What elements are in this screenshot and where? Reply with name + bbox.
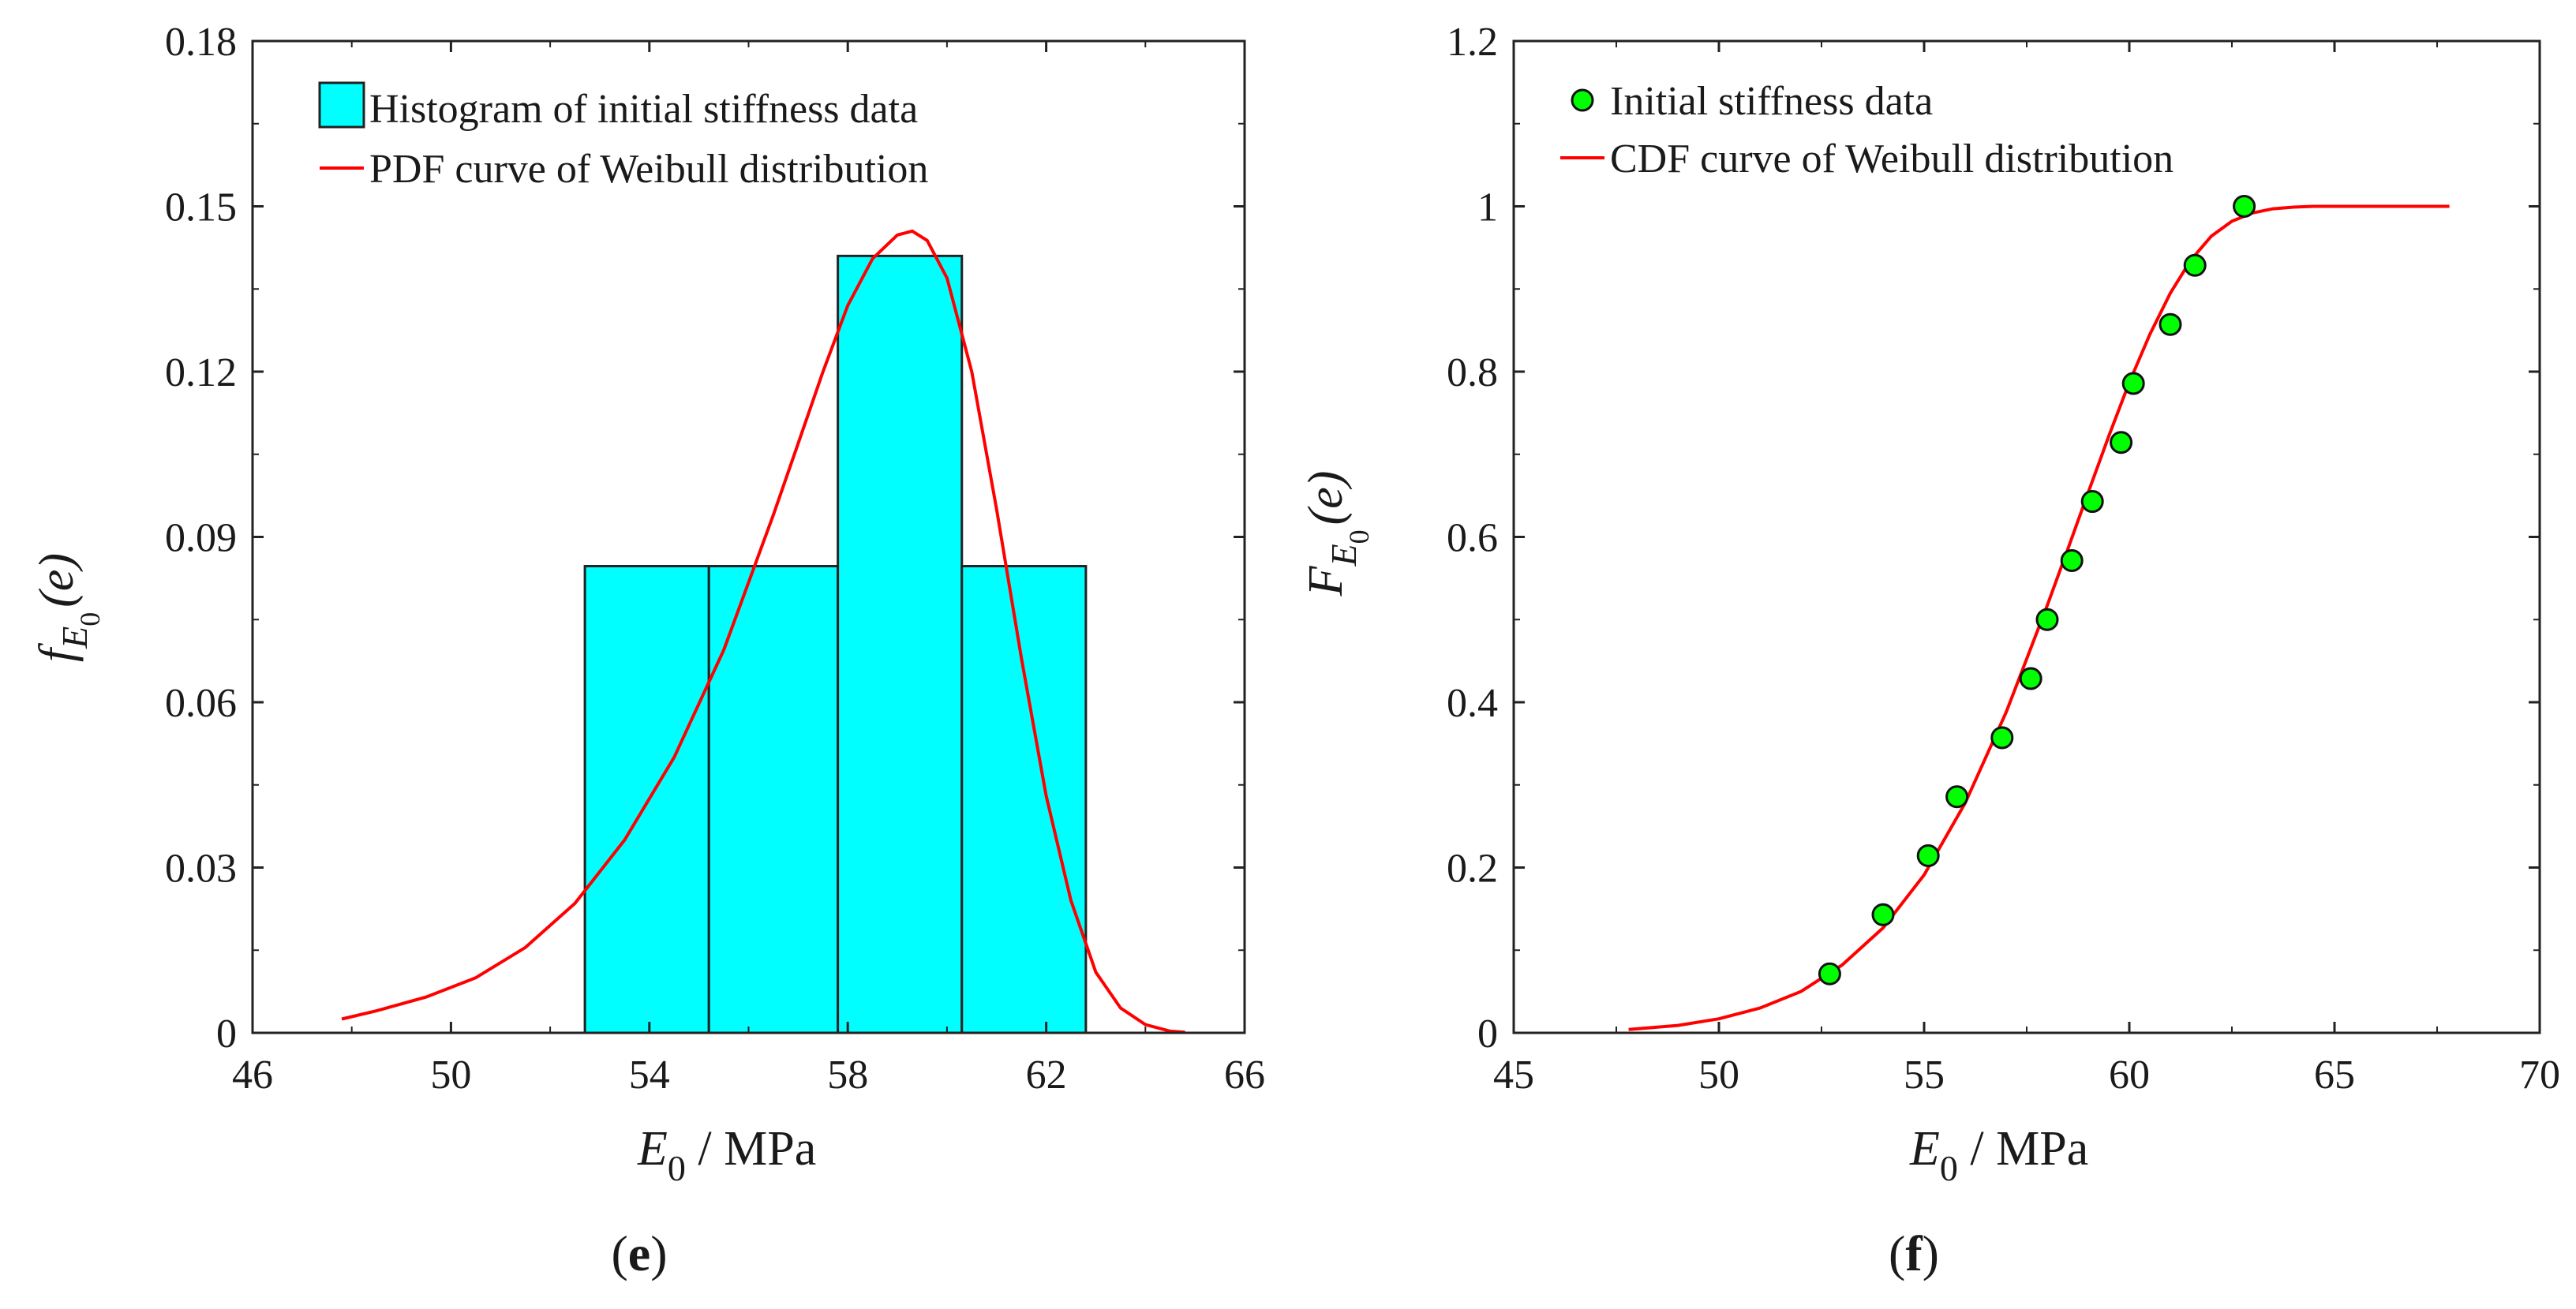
x-axis-label-unit: / MPa (1958, 1122, 2088, 1176)
legend-label-cdf: CDF curve of Weibull distribution (1610, 137, 2174, 181)
y-axis-label-subsubscript: 0 (1343, 529, 1375, 544)
histogram-bar (583, 565, 710, 1034)
data-point (2121, 372, 2145, 395)
panel-e-histogram-chart: 46 50 54 58 62 66 0 0.03 0.06 0.09 0.12 0.15 0.18 H… (30, 20, 1265, 1281)
plot-frame (1512, 39, 2541, 1034)
legend-label-pdf: PDF curve of Weibull distribution (369, 147, 928, 192)
y-axis-label: fE0(e) (30, 553, 106, 662)
panel-f-cdf-chart: 45 50 55 60 65 70 0 0.2 0.4 0.6 0.8 1 1.2 Initial s… (1299, 20, 2560, 1281)
x-axis-ticks: 46 50 54 58 62 66 (232, 41, 1265, 1098)
x-tick-label: 50 (1698, 1053, 1739, 1098)
y-axis-label-subscript: E (1324, 544, 1364, 567)
data-point (2110, 431, 2133, 454)
x-tick-label: 55 (1904, 1053, 1945, 1098)
x-axis-label-subscript: 0 (1940, 1148, 1958, 1188)
data-point (1945, 785, 1969, 809)
y-axis-label-symbol: F (1299, 565, 1353, 597)
y-axis-ticks: 0 0.03 0.06 0.09 0.12 0.15 0.18 (165, 20, 1245, 1057)
x-tick-label: 70 (2519, 1053, 2560, 1098)
x-tick-label: 65 (2314, 1053, 2355, 1098)
data-point (1871, 903, 1895, 926)
pdf-curve (341, 229, 1185, 1034)
x-axis-label: E0 / MPa (1909, 1122, 2088, 1188)
data-point (1818, 962, 1841, 985)
legend: Initial stiffness data CDF curve of Weib… (1560, 79, 2174, 181)
y-axis-label-arg: (e) (30, 553, 84, 608)
x-axis-label-subscript: 0 (668, 1148, 686, 1188)
y-tick-label: 0.12 (165, 350, 237, 395)
histogram-bar (960, 565, 1088, 1034)
x-tick-label: 46 (232, 1053, 273, 1098)
data-points (1818, 195, 2256, 985)
data-point (1990, 726, 2014, 750)
y-tick-label: 0.15 (165, 185, 237, 230)
x-axis-label-unit: / MPa (686, 1122, 816, 1176)
y-axis-label-subsubscript: 0 (74, 612, 106, 626)
legend: Histogram of initial stiffness data PDF … (318, 81, 928, 192)
y-tick-label: 0.4 (1447, 681, 1498, 726)
y-tick-label: 0.06 (165, 681, 237, 726)
y-tick-label: 0 (1477, 1012, 1498, 1057)
x-tick-label: 62 (1026, 1053, 1067, 1098)
x-tick-label: 58 (827, 1053, 868, 1098)
x-axis-label-symbol: E (637, 1122, 668, 1176)
data-point (2159, 312, 2182, 336)
y-tick-label: 0.09 (165, 516, 237, 561)
legend-swatch-histogram (318, 81, 365, 129)
panel-letter-e: e (628, 1225, 650, 1281)
y-tick-label: 0.18 (165, 20, 237, 65)
y-tick-label: 0.6 (1447, 516, 1498, 561)
panel-label-f: (f) (1889, 1225, 1939, 1281)
y-axis-ticks: 0 0.2 0.4 0.6 0.8 1 1.2 (1447, 20, 2540, 1057)
y-axis-label: FE0 (e) (1299, 471, 1375, 597)
svg-text:fE0(e): fE0(e) (30, 553, 106, 662)
data-point (2233, 195, 2256, 218)
data-point (2035, 608, 2059, 631)
x-tick-label: 45 (1493, 1053, 1534, 1098)
data-point (2080, 490, 2104, 514)
data-point (2183, 253, 2207, 277)
data-point (2019, 667, 2042, 690)
data-point (2060, 548, 2084, 572)
x-axis-ticks: 45 50 55 60 65 70 (1493, 41, 2560, 1098)
histogram-bar (707, 565, 840, 1034)
legend-label-histogram: Histogram of initial stiffness data (369, 87, 918, 132)
panel-letter-f: f (1905, 1225, 1923, 1281)
x-tick-label: 54 (629, 1053, 670, 1098)
legend-marker-data (1571, 88, 1594, 112)
histogram-bars (583, 254, 1088, 1034)
x-axis-label: E0 / MPa (637, 1122, 816, 1188)
svg-text:FE0(e): FE0 (e) (1299, 471, 1375, 597)
histogram-bar (837, 254, 964, 1034)
y-tick-label: 1 (1477, 185, 1498, 230)
y-tick-label: 0.2 (1447, 847, 1498, 892)
x-tick-label: 60 (2109, 1053, 2150, 1098)
legend-label-data: Initial stiffness data (1610, 79, 1933, 124)
y-tick-label: 1.2 (1447, 20, 1498, 65)
y-axis-label-arg: (e) (1299, 471, 1353, 525)
data-point (1916, 844, 1940, 868)
panel-label-e: (e) (611, 1225, 667, 1281)
x-tick-label: 66 (1224, 1053, 1265, 1098)
x-tick-label: 50 (430, 1053, 471, 1098)
y-tick-label: 0.03 (165, 847, 237, 892)
x-axis-label-symbol: E (1909, 1122, 1940, 1176)
y-tick-label: 0.8 (1447, 350, 1498, 395)
y-tick-label: 0 (216, 1012, 237, 1057)
y-axis-label-subscript: E (54, 626, 95, 649)
